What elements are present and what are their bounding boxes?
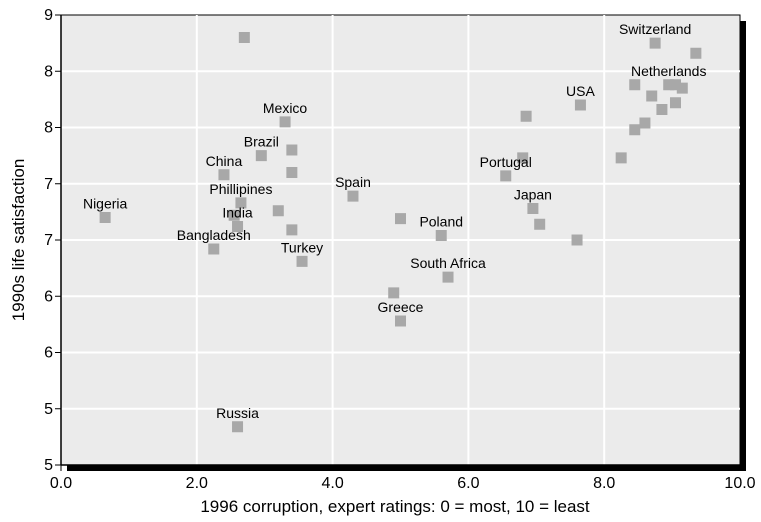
data-point (218, 169, 230, 181)
point-label: Bangladesh (177, 227, 251, 243)
data-point (228, 209, 240, 221)
data-point (629, 124, 641, 136)
data-point (232, 421, 244, 433)
y-tick-label: 5 (44, 457, 53, 474)
point-label: Brazil (244, 134, 279, 150)
point-label: Portugal (480, 154, 532, 170)
y-tick-label: 6 (44, 345, 53, 362)
point-label: China (206, 153, 243, 169)
point-label: Russia (216, 405, 259, 421)
x-tick-label: 4.0 (321, 475, 343, 492)
data-point (649, 37, 661, 49)
data-point (534, 218, 546, 230)
data-point (500, 170, 512, 182)
data-point (676, 82, 688, 94)
y-axis-title: 1990s life satisfaction (9, 159, 28, 322)
data-point (347, 190, 359, 202)
y-tick-label: 9 (44, 7, 53, 24)
point-label: Greece (378, 299, 424, 315)
data-point (527, 203, 539, 214)
data-point (286, 167, 298, 178)
y-tick-label: 8 (44, 63, 53, 80)
point-label: Turkey (281, 239, 323, 255)
data-point (99, 212, 111, 223)
y-tick-label: 7 (44, 232, 53, 249)
data-point (435, 230, 447, 241)
x-tick-label: 2.0 (186, 475, 208, 492)
grid-lines (61, 15, 740, 465)
data-point (395, 213, 406, 225)
data-point (279, 116, 291, 128)
y-tick-label: 8 (44, 120, 53, 137)
data-point (442, 271, 454, 283)
data-point (690, 47, 702, 59)
data-point (646, 90, 658, 102)
data-point (629, 79, 641, 91)
data-point (208, 243, 220, 255)
y-tick-label: 7 (44, 176, 53, 193)
data-point (663, 79, 675, 91)
data-point (520, 110, 532, 122)
point-label: Netherlands (631, 63, 707, 79)
x-tick-label: 0.0 (50, 475, 72, 492)
x-axis-title: 1996 corruption, expert ratings: 0 = mos… (200, 497, 590, 516)
data-point (286, 144, 298, 156)
data-point (639, 117, 651, 129)
data-point (395, 315, 406, 327)
point-label: USA (566, 83, 595, 99)
point-label: Nigeria (83, 196, 128, 212)
point-label: Japan (514, 187, 552, 203)
point-label: Spain (335, 174, 371, 190)
data-point (296, 255, 308, 267)
y-tick-label: 6 (44, 288, 53, 305)
point-label: Poland (419, 214, 463, 230)
data-point (235, 197, 247, 209)
data-point (656, 104, 668, 115)
data-point (669, 97, 681, 109)
data-point (571, 234, 583, 246)
data-points (99, 32, 702, 433)
axes: 0.0 2.0 4.0 6.0 8.0 10.0 5 5 6 6 7 7 8 8 9 (44, 7, 756, 492)
x-tick-label: 10.0 (724, 475, 755, 492)
data-point (286, 224, 298, 236)
data-point (388, 287, 400, 299)
point-label: South Africa (410, 255, 486, 271)
point-label: Switzerland (619, 21, 691, 37)
data-point (238, 32, 250, 43)
point-label: Mexico (263, 100, 308, 116)
point-label: Phillipines (209, 181, 272, 197)
x-tick-label: 8.0 (593, 475, 615, 492)
data-point (232, 221, 244, 232)
y-tick-label: 5 (44, 401, 53, 418)
data-point (255, 150, 267, 162)
x-tick-label: 6.0 (457, 475, 479, 492)
plot-frame (60, 14, 746, 471)
data-point (574, 99, 586, 111)
data-point (615, 152, 627, 164)
point-label: India (222, 205, 253, 221)
data-point (669, 79, 681, 91)
data-point (517, 152, 529, 164)
data-point (272, 205, 284, 217)
